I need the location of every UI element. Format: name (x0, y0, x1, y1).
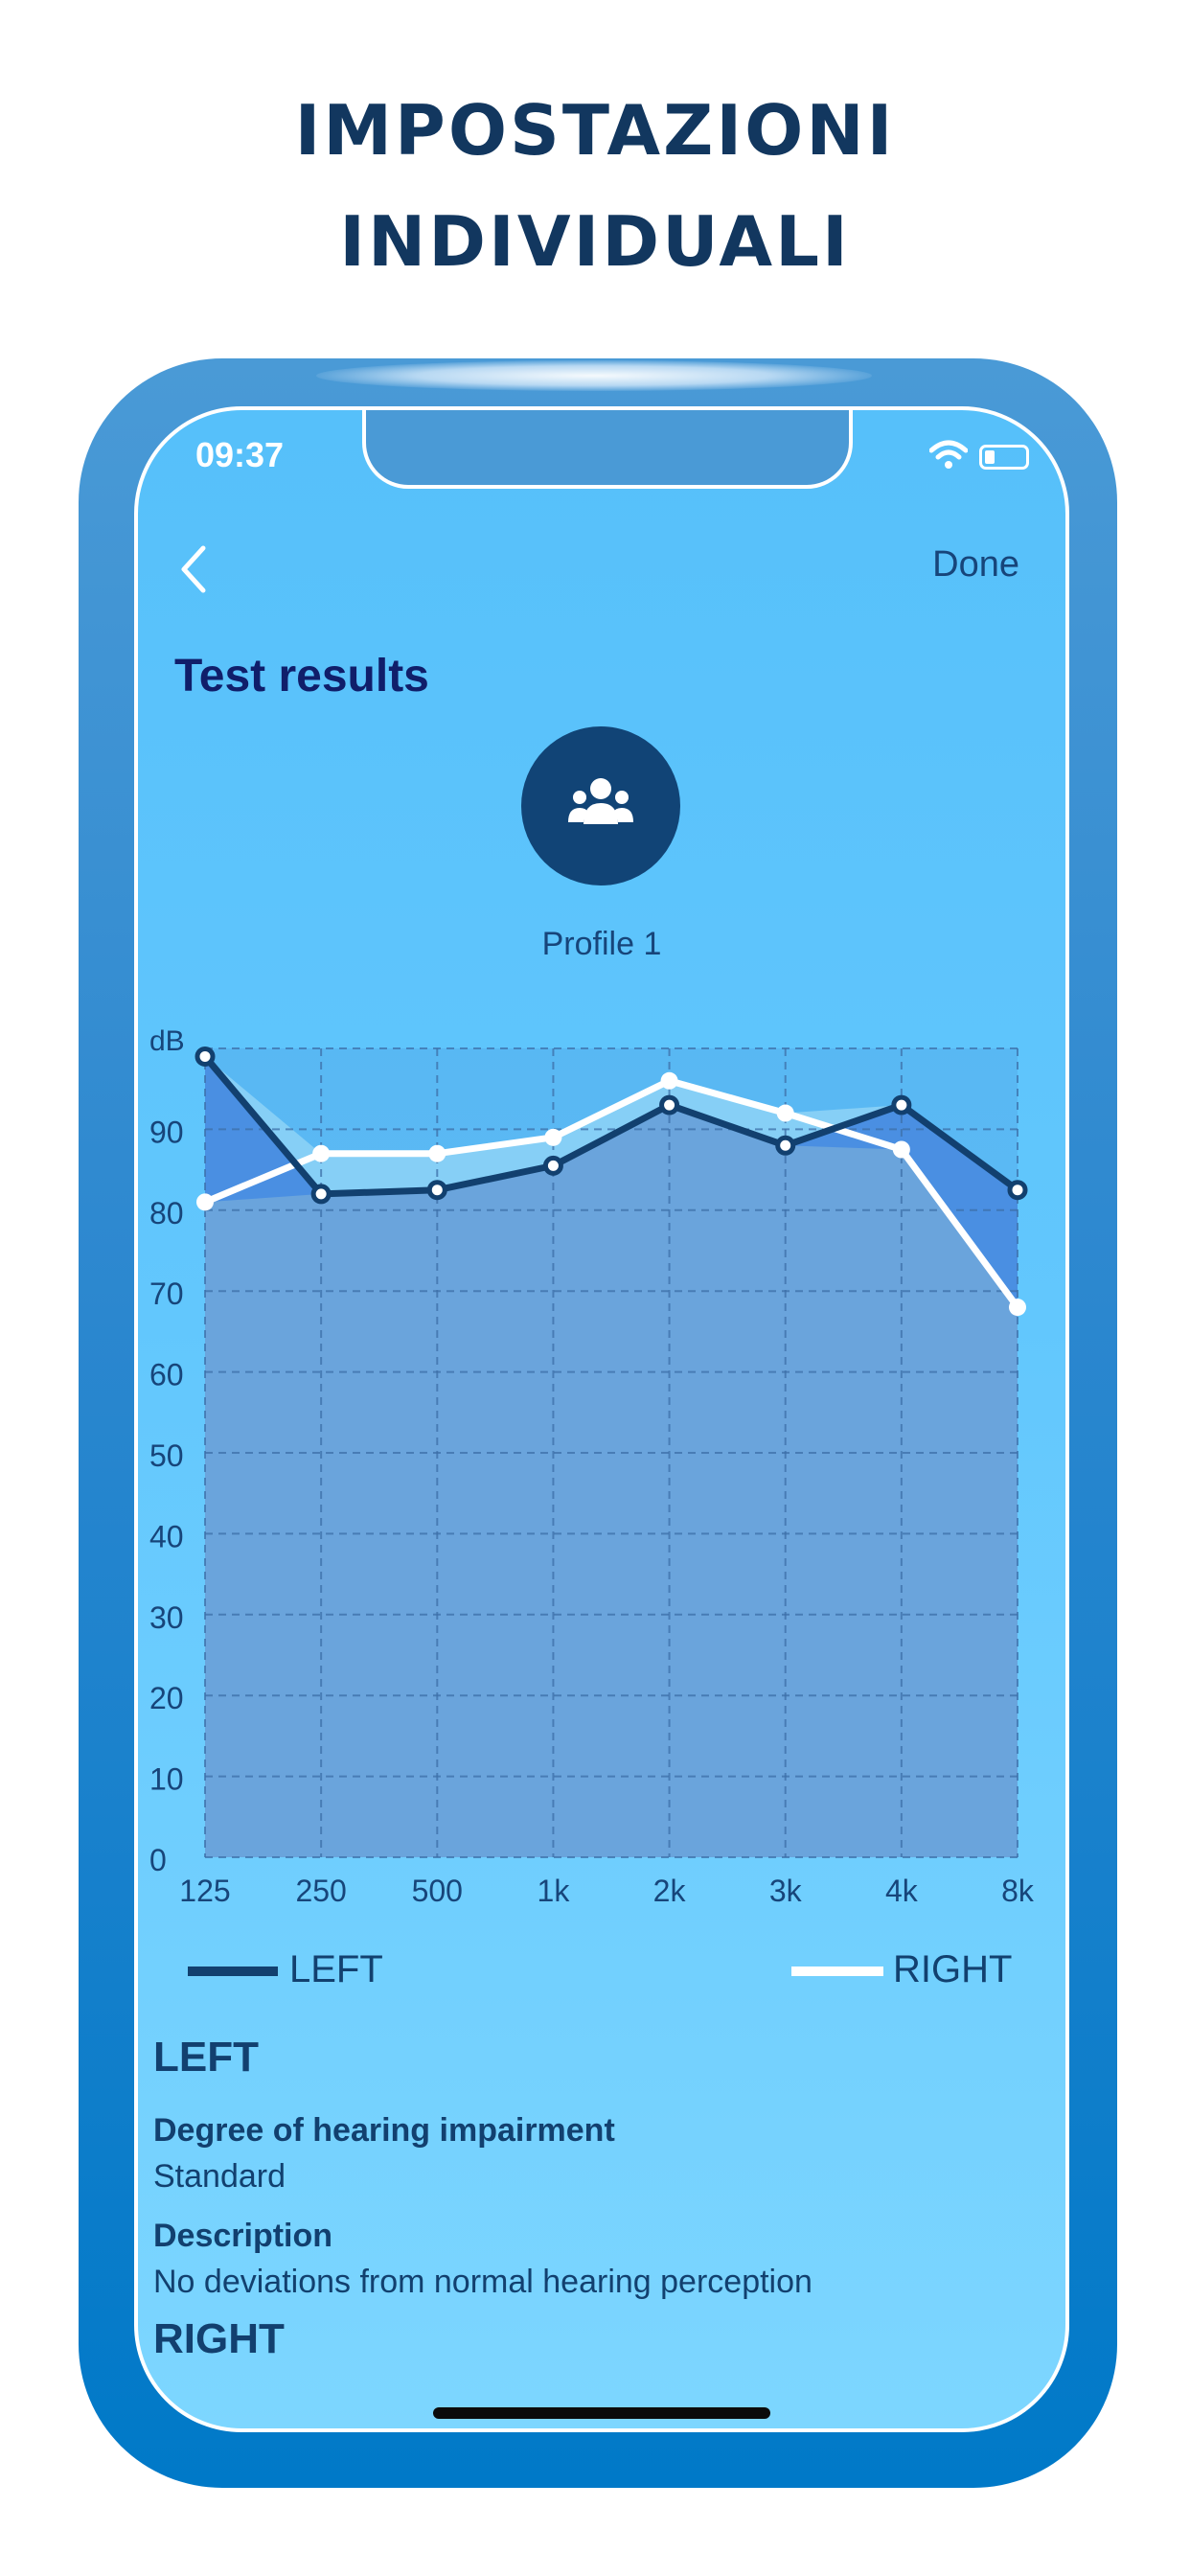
degree-value: Standard (153, 2158, 286, 2195)
description-value: No deviations from normal hearing percep… (153, 2264, 812, 2300)
right-series-line (203, 1077, 1020, 1310)
description-label: Description (153, 2218, 333, 2254)
left-series-point (659, 1094, 680, 1116)
y-tick-label: 0 (149, 1843, 167, 1877)
legend-left-swatch (188, 1966, 278, 1976)
left-series-point (775, 1135, 796, 1156)
right-series-point (892, 1140, 910, 1159)
y-tick-label: 50 (149, 1438, 184, 1473)
y-tick-label: 40 (149, 1519, 184, 1553)
x-tick-label: 4k (885, 1874, 919, 1908)
right-results-heading: RIGHT (153, 2315, 285, 2362)
headline-line-1: IMPOSTAZIONI (294, 90, 896, 171)
right-series-point (196, 1193, 214, 1211)
done-button[interactable]: Done (932, 544, 1019, 585)
back-chevron-icon[interactable] (171, 540, 218, 598)
left-series-point (195, 1046, 216, 1067)
x-tick-label: 2k (653, 1874, 687, 1908)
legend-left-label: LEFT (289, 1948, 383, 1990)
right-series-point (428, 1144, 446, 1162)
y-tick-label: 10 (149, 1762, 184, 1797)
y-axis-label: dB (149, 1025, 185, 1057)
left-series-point (426, 1180, 447, 1201)
legend-right-label: RIGHT (893, 1948, 1013, 1990)
left-series-point (1007, 1180, 1028, 1201)
phone-screen: 09:37 Done Test results Profile 1 0 10 20 3… (134, 406, 1069, 2432)
screen-title: Test results (174, 651, 429, 702)
frame-highlight (316, 360, 872, 391)
status-icons (914, 439, 1029, 477)
x-tick-label: 8k (1001, 1874, 1035, 1908)
common-area (205, 1105, 1018, 1857)
profile-avatar[interactable] (521, 726, 680, 886)
x-tick-label: 1k (538, 1874, 571, 1908)
y-tick-label: 70 (149, 1276, 184, 1311)
status-time: 09:37 (195, 435, 285, 474)
y-tick-label: 30 (149, 1600, 184, 1635)
left-results-heading: LEFT (153, 2034, 259, 2081)
y-tick-label: 90 (149, 1115, 184, 1149)
profile-name: Profile 1 (541, 926, 662, 962)
wifi-icon (929, 440, 968, 469)
right-series-point (312, 1144, 331, 1162)
x-tick-label: 3k (769, 1874, 803, 1908)
phone-notch (362, 410, 853, 489)
audiogram-chart: 0 10 20 30 40 50 60 70 80 90 dB 125 250 500 1k 2k 3k 4k 8k (149, 1025, 1035, 1908)
y-tick-label: 80 (149, 1196, 184, 1230)
y-tick-label: 20 (149, 1681, 184, 1715)
y-tick-label: 60 (149, 1358, 184, 1392)
right-series-point (660, 1071, 678, 1090)
left-series-point (310, 1184, 332, 1205)
promo-headline: IMPOSTAZIONI INDIVIDUALI (0, 75, 1190, 297)
left-series-point (542, 1155, 563, 1176)
headline-line-2: INDIVIDUALI (339, 201, 851, 282)
x-tick-label: 500 (412, 1874, 463, 1908)
right-series-point (544, 1128, 562, 1146)
right-series-point (776, 1104, 794, 1122)
x-tick-label: 125 (179, 1874, 230, 1908)
x-tick-label: 250 (295, 1874, 346, 1908)
left-series-point (891, 1094, 912, 1116)
degree-label: Degree of hearing impairment (153, 2112, 615, 2149)
battery-icon (979, 445, 1029, 470)
right-series-point (1009, 1299, 1026, 1317)
left-series-line (202, 1054, 1020, 1198)
people-group-icon (568, 778, 633, 824)
legend-right-swatch (791, 1966, 883, 1976)
home-indicator[interactable] (433, 2407, 770, 2419)
